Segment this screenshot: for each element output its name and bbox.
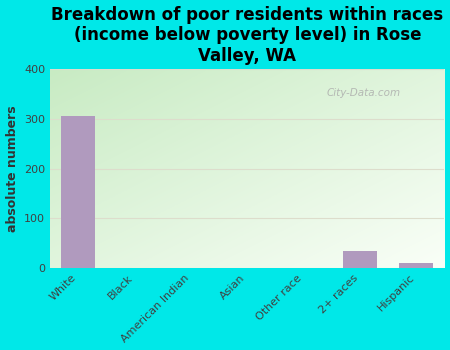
Title: Breakdown of poor residents within races
(income below poverty level) in Rose
Va: Breakdown of poor residents within races… — [51, 6, 443, 65]
Bar — [343, 251, 377, 268]
Y-axis label: absolute numbers: absolute numbers — [5, 105, 18, 232]
Bar — [61, 116, 95, 268]
Text: City-Data.com: City-Data.com — [326, 88, 400, 98]
Bar — [400, 263, 433, 268]
